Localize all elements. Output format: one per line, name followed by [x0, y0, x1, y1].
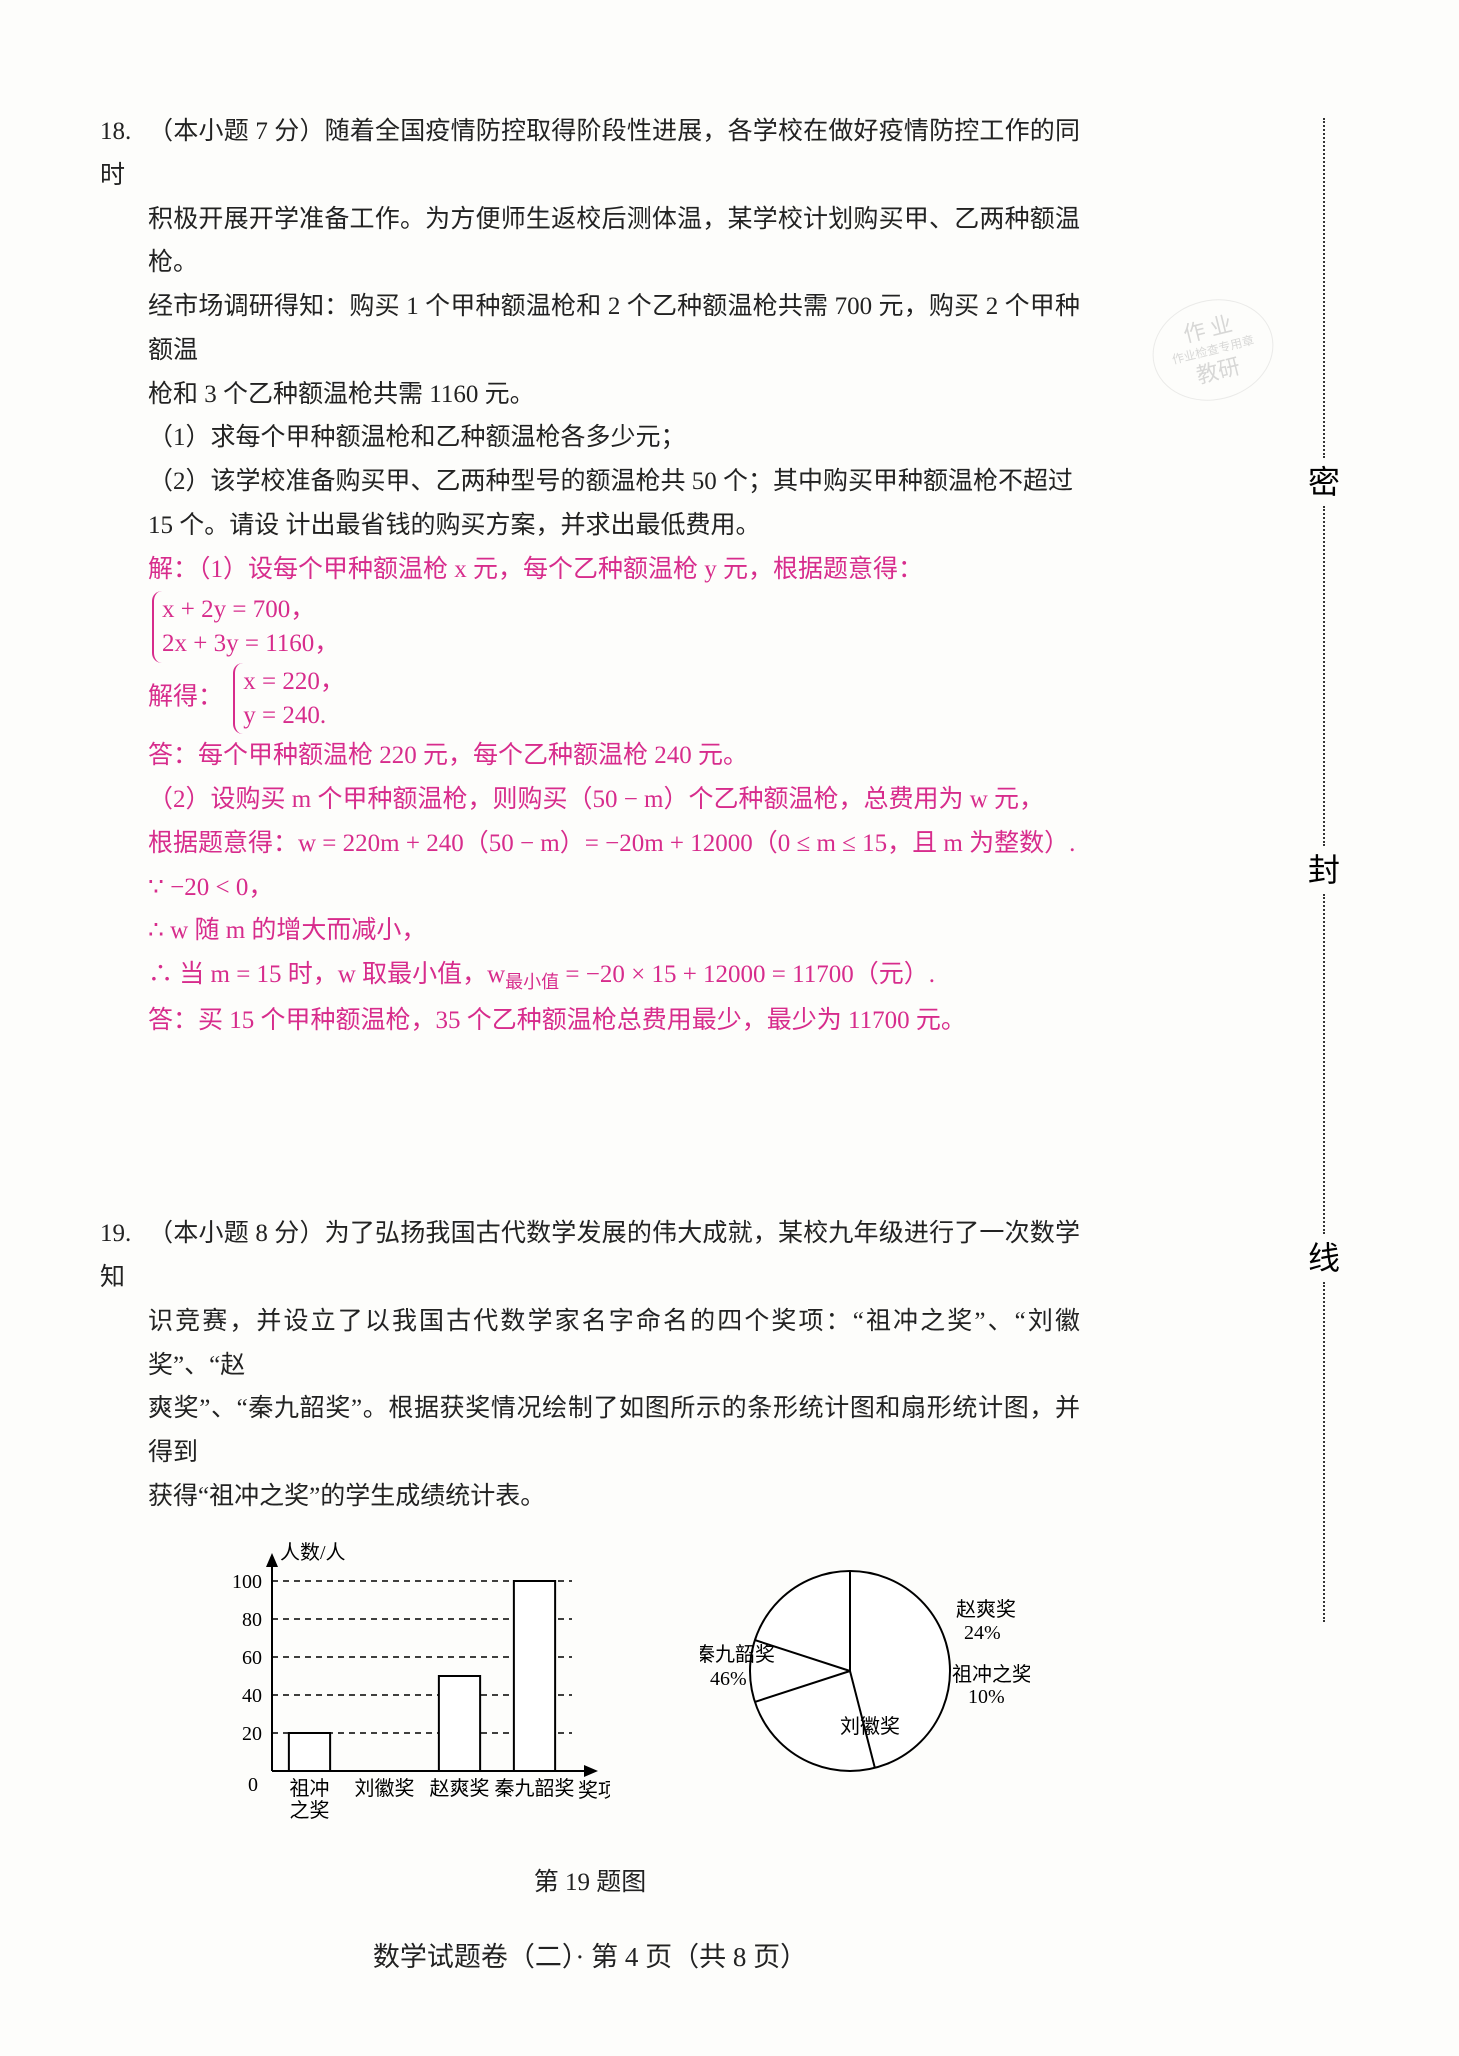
q18-sol-system1: x + 2y = 700， 2x + 3y = 1160， — [100, 591, 1080, 663]
q18-sol-s8sub: 最小值 — [505, 972, 559, 992]
page-footer: 数学试题卷（二）· 第 4 页（共 8 页） — [100, 1934, 1080, 1981]
q18-stem-l2: 积极开展开学准备工作。为方便师生返校后测体温，某学校计划购买甲、乙两种额温枪。 — [100, 198, 1080, 286]
svg-text:赵爽奖: 赵爽奖 — [430, 1777, 490, 1800]
q19-stem-l2: 识竞赛，并设立了以我国古代数学家名字命名的四个奖项：“祖冲之奖”、“刘徽奖”、“… — [100, 1300, 1080, 1388]
svg-text:刘徽奖: 刘徽奖 — [355, 1777, 415, 1800]
svg-text:赵爽奖: 赵爽奖 — [956, 1598, 1016, 1621]
q19-stem-l3: 爽奖”、“秦九韶奖”。根据获奖情况绘制了如图所示的条形统计图和扇形统计图，并得到 — [100, 1387, 1080, 1475]
q18-sol-s4: （2）设购买 m 个甲种额温枪，则购买（50 − m）个乙种额温枪，总费用为 w… — [100, 778, 1080, 822]
q18-sol-eq2b: y = 240. — [243, 702, 326, 729]
svg-text:之奖: 之奖 — [290, 1799, 330, 1822]
q18-sol-s8a: ∴ 当 m = 15 时，w 取最小值，w — [148, 961, 505, 988]
svg-text:秦九韶奖: 秦九韶奖 — [700, 1643, 775, 1666]
q19-caption: 第 19 题图 — [100, 1861, 1080, 1905]
q18-sol-s1: 解：（1）设每个甲种额温枪 x 元，每个乙种额温枪 y 元，根据题意得： — [100, 548, 1080, 592]
q19-stem-l4: 获得“祖冲之奖”的学生成绩统计表。 — [100, 1475, 1080, 1519]
q18-part1: （1）求每个甲种额温枪和乙种额温枪各多少元； — [100, 416, 1080, 460]
svg-text:46%: 46% — [710, 1668, 747, 1690]
svg-text:奖项: 奖项 — [578, 1779, 610, 1802]
q18-sol-s7: ∴ w 随 m 的增大而减小， — [100, 909, 1080, 953]
q18-stem: 18.（本小题 7 分）随着全国疫情防控取得阶段性进展，各学校在做好疫情防控工作… — [100, 110, 1080, 198]
q18-stem-l1: （本小题 7 分）随着全国疫情防控取得阶段性进展，各学校在做好疫情防控工作的同时 — [100, 118, 1080, 189]
q19-number: 19. — [100, 1212, 148, 1256]
stamp: 作 业 作业检查专用章 教研 — [1142, 287, 1285, 414]
q18-sol-s6: ∵ −20 < 0， — [100, 866, 1080, 910]
svg-text:100: 100 — [232, 1571, 262, 1593]
svg-text:40: 40 — [242, 1685, 262, 1707]
svg-text:人数/人: 人数/人 — [280, 1541, 346, 1564]
svg-text:20: 20 — [242, 1723, 262, 1745]
q18-sol-eq1a: x + 2y = 700， — [162, 596, 315, 623]
q18-sol-eq2a: x = 220， — [243, 668, 345, 695]
svg-text:24%: 24% — [964, 1622, 1001, 1644]
svg-text:秦九韶奖: 秦九韶奖 — [495, 1777, 575, 1800]
q18-part2a: （2）该学校准备购买甲、乙两种型号的额温枪共 50 个；其中购买甲种额温枪不超过 — [100, 460, 1080, 504]
svg-text:80: 80 — [242, 1609, 262, 1631]
svg-text:10%: 10% — [968, 1686, 1005, 1708]
binding-margin: 密 封 线 — [1304, 110, 1344, 1880]
q19-stem-l1: （本小题 8 分）为了弘扬我国古代数学发展的伟大成就，某校九年级进行了一次数学知 — [100, 1220, 1080, 1291]
binding-char-2: 封 — [1304, 854, 1344, 886]
q18-sol-s9: 答：买 15 个甲种额温枪，35 个乙种额温枪总费用最少，最少为 11700 元… — [100, 999, 1080, 1043]
q18-part2b: 15 个。请设 计出最省钱的购买方案，并求出最低费用。 — [100, 504, 1080, 548]
svg-text:60: 60 — [242, 1647, 262, 1669]
q18-stem-l4: 枪和 3 个乙种额温枪共需 1160 元。 — [100, 373, 1080, 417]
pie-chart: 秦九韶奖46% 赵爽奖24% 祖冲之奖10% 刘徽奖 — [700, 1541, 1030, 1801]
q19-stem: 19.（本小题 8 分）为了弘扬我国古代数学发展的伟大成就，某校九年级进行了一次… — [100, 1212, 1080, 1300]
q18-sol-s8b: = −20 × 15 + 12000 = 11700（元）. — [559, 961, 935, 988]
binding-char-1: 密 — [1304, 466, 1344, 498]
bar-chart: 20 40 60 80 100 奖项 人数/人 0 祖冲之奖 刘徽奖赵爽奖秦九韶奖 — [210, 1541, 610, 1831]
q18-number: 18. — [100, 110, 148, 154]
q18-sol-s8: ∴ 当 m = 15 时，w 取最小值，w最小值 = −20 × 15 + 12… — [100, 953, 1080, 999]
q18-sol-eq1b: 2x + 3y = 1160， — [162, 630, 339, 657]
q18-sol-s5: 根据题意得：w = 220m + 240（50 − m）= −20m + 120… — [100, 822, 1080, 866]
binding-char-3: 线 — [1304, 1242, 1344, 1274]
q18-sol-system2: 解得： x = 220， y = 240. — [100, 663, 1080, 735]
svg-text:刘徽奖: 刘徽奖 — [840, 1715, 900, 1738]
q18-stem-l3: 经市场调研得知：购买 1 个甲种额温枪和 2 个乙种额温枪共需 700 元，购买… — [100, 285, 1080, 373]
svg-text:祖冲: 祖冲 — [290, 1777, 330, 1800]
q18-sol-s3: 答：每个甲种额温枪 220 元，每个乙种额温枪 240 元。 — [100, 734, 1080, 778]
svg-text:0: 0 — [248, 1774, 258, 1796]
svg-text:祖冲之奖: 祖冲之奖 — [952, 1663, 1030, 1686]
q18-sol-s2pre: 解得： — [148, 683, 223, 710]
